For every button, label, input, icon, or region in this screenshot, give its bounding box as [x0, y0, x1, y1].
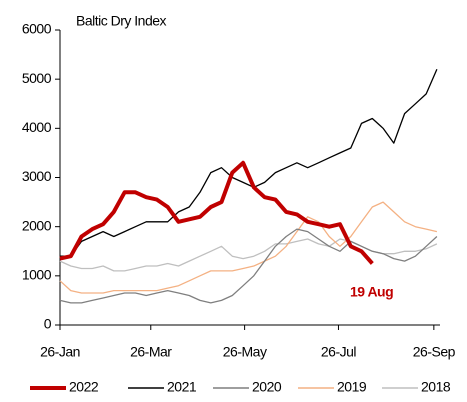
legend-label: 2022 — [69, 379, 99, 395]
y-tick-label: 1000 — [22, 267, 52, 283]
y-tick-label: 6000 — [22, 21, 52, 37]
y-tick-label: 4000 — [22, 119, 52, 135]
legend-label: 2020 — [252, 379, 282, 395]
series-line — [59, 160, 374, 265]
y-tick-label: 2000 — [22, 217, 52, 233]
x-tick-label: 26-May — [223, 344, 267, 360]
x-tick-label: 26-Jul — [321, 344, 357, 360]
x-tick-label: 26-Jan — [40, 344, 80, 360]
series-line — [60, 69, 438, 257]
y-tick-label: 0 — [44, 316, 52, 332]
x-tick-label: 26-Sep — [413, 344, 456, 360]
legend-label: 2018 — [421, 379, 451, 395]
x-tick-label: 26-Mar — [130, 344, 172, 360]
annotation: 19 Aug — [350, 284, 393, 300]
series-line — [59, 228, 438, 304]
series-line — [59, 201, 438, 294]
y-tick-label: 3000 — [22, 168, 52, 184]
legend-label: 2021 — [167, 379, 197, 395]
chart-title: Baltic Dry Index — [76, 13, 167, 29]
legend-label: 2019 — [337, 379, 367, 395]
series-line — [59, 238, 438, 272]
y-tick-label: 5000 — [22, 70, 52, 86]
